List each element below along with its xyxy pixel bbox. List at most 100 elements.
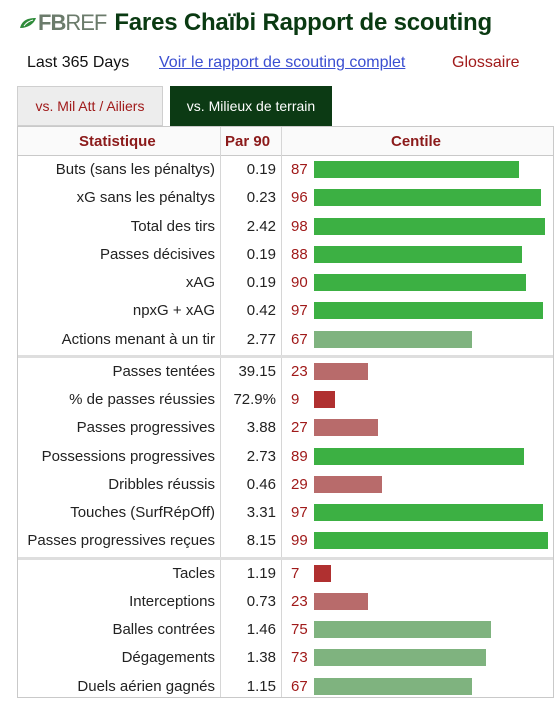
- percentile-bar: [314, 362, 368, 380]
- percentile-value: 97: [291, 302, 308, 320]
- percentile-bar: [314, 419, 378, 437]
- stat-name: Passes progressives: [76, 419, 215, 437]
- stat-name: Possessions progressives: [41, 447, 215, 465]
- table-row: xAG 0.19 90: [18, 269, 553, 297]
- percentile-value: 67: [291, 677, 308, 695]
- table-row: Interceptions 0.73 23: [18, 588, 553, 616]
- per90-value: 0.19: [246, 274, 276, 291]
- table-row: Dribbles réussis 0.46 29: [18, 471, 553, 499]
- stat-name: npxG + xAG: [132, 302, 215, 320]
- per90-value: 1.19: [246, 564, 276, 582]
- percentile-value: 7: [291, 564, 300, 582]
- per90-value: 0.42: [246, 302, 276, 320]
- table-row: Total des tirs 2.42 98: [18, 213, 553, 241]
- percentile-value: 99: [291, 532, 308, 550]
- percentile-value: 29: [291, 475, 308, 493]
- percentile-value: 97: [291, 504, 308, 521]
- period-label: Last 365 Days: [27, 54, 130, 71]
- percentile-bar: [314, 532, 548, 550]
- table-row: % de passes réussies 72.9% 9: [18, 386, 553, 414]
- column-divider: [281, 127, 282, 697]
- stat-name: % de passes réussies: [69, 391, 215, 408]
- percentile-value: 73: [291, 649, 308, 667]
- stat-name: Dégagements: [121, 649, 215, 667]
- table-row: Touches (SurfRépOff) 3.31 97: [18, 499, 553, 527]
- per90-value: 3.31: [246, 504, 276, 521]
- logo-ref-text: REF: [65, 10, 107, 35]
- percentile-value: 23: [291, 592, 308, 610]
- percentile-value: 87: [291, 161, 308, 178]
- stat-name: Passes décisives: [99, 245, 215, 263]
- per90-value: 2.73: [246, 447, 276, 465]
- stat-name: Duels aérien gagnés: [77, 677, 215, 695]
- page-title: Fares Chaïbi Rapport de scouting: [114, 9, 492, 36]
- table-row: Tacles 1.19 7: [18, 560, 553, 588]
- percentile-value: 89: [291, 447, 308, 465]
- per90-value: 39.15: [238, 362, 276, 380]
- full-report-link[interactable]: Voir le rapport de scouting complet: [159, 54, 406, 71]
- percentile-bar: [314, 475, 382, 493]
- percentile-bar: [314, 649, 486, 667]
- percentile-value: 23: [291, 362, 308, 380]
- per90-value: 2.42: [246, 217, 276, 235]
- percentile-bar: [314, 504, 543, 521]
- column-header-percentile: Centile: [391, 133, 442, 150]
- per90-value: 0.19: [246, 245, 276, 263]
- column-header-stat: Statistique: [79, 133, 156, 150]
- percentile-bar: [314, 447, 524, 465]
- glossary-link[interactable]: Glossaire: [452, 54, 520, 71]
- stat-name: Passes tentées: [112, 362, 215, 380]
- percentile-bar: [314, 391, 335, 408]
- tab-forwards-wingers[interactable]: vs. Mil Att / Ailiers: [17, 86, 163, 126]
- percentile-value: 98: [291, 217, 308, 235]
- percentile-value: 88: [291, 245, 308, 263]
- group-separator: [18, 556, 553, 560]
- percentile-bar: [314, 189, 541, 207]
- percentile-value: 27: [291, 419, 308, 437]
- stat-name: Actions menant à un tir: [61, 330, 215, 348]
- per90-value: 0.19: [246, 161, 276, 178]
- per90-value: 0.23: [246, 189, 276, 207]
- per90-value: 1.38: [246, 649, 276, 667]
- table-row: Passes tentées 39.15 23: [18, 358, 553, 386]
- stat-name: Interceptions: [129, 592, 215, 610]
- percentile-bar: [314, 302, 543, 320]
- stat-name: Passes progressives reçues: [27, 532, 215, 550]
- per90-value: 72.9%: [233, 391, 276, 408]
- table-row: Passes progressives reçues 8.15 99: [18, 527, 553, 555]
- per90-value: 8.15: [246, 532, 276, 550]
- percentile-bar: [314, 245, 522, 263]
- scouting-table: Statistique Par 90 Centile Buts (sans le…: [17, 126, 554, 698]
- percentile-value: 90: [291, 274, 308, 291]
- table-row: Passes décisives 0.19 88: [18, 241, 553, 269]
- stat-name: Dribbles réussis: [108, 475, 215, 493]
- table-row: Balles contrées 1.46 75: [18, 616, 553, 644]
- stat-name: Touches (SurfRépOff): [70, 504, 215, 521]
- table-row: Possessions progressives 2.73 89: [18, 443, 553, 471]
- stat-name: Tacles: [172, 564, 215, 582]
- fbref-logo[interactable]: FB REF: [18, 10, 107, 36]
- per90-value: 1.46: [246, 621, 276, 638]
- table-row: xG sans les pénaltys 0.23 96: [18, 184, 553, 212]
- table-row: npxG + xAG 0.42 97: [18, 297, 553, 325]
- percentile-value: 75: [291, 621, 308, 638]
- percentile-bar: [314, 274, 526, 291]
- percentile-bar: [314, 161, 519, 178]
- percentile-value: 9: [291, 391, 300, 408]
- table-row: Dégagements 1.38 73: [18, 644, 553, 672]
- stat-name: xAG: [185, 274, 215, 291]
- logo-fb-text: FB: [38, 10, 66, 35]
- percentile-bar: [314, 592, 368, 610]
- fbref-leaf-icon: [20, 18, 36, 28]
- percentile-bar: [314, 217, 545, 235]
- percentile-value: 67: [291, 330, 308, 348]
- table-row: Actions menant à un tir 2.77 67: [18, 326, 553, 354]
- percentile-value: 96: [291, 189, 308, 207]
- group-separator: [18, 354, 553, 358]
- per90-value: 3.88: [246, 419, 276, 437]
- links-bar: Last 365 Days Voir le rapport de scoutin…: [0, 52, 559, 76]
- stat-name: Total des tirs: [130, 217, 215, 235]
- table-header: Statistique Par 90 Centile: [18, 127, 553, 156]
- tab-midfielders[interactable]: vs. Milieux de terrain: [170, 86, 332, 126]
- page-header: FB REF Fares Chaïbi Rapport de scouting: [18, 6, 492, 40]
